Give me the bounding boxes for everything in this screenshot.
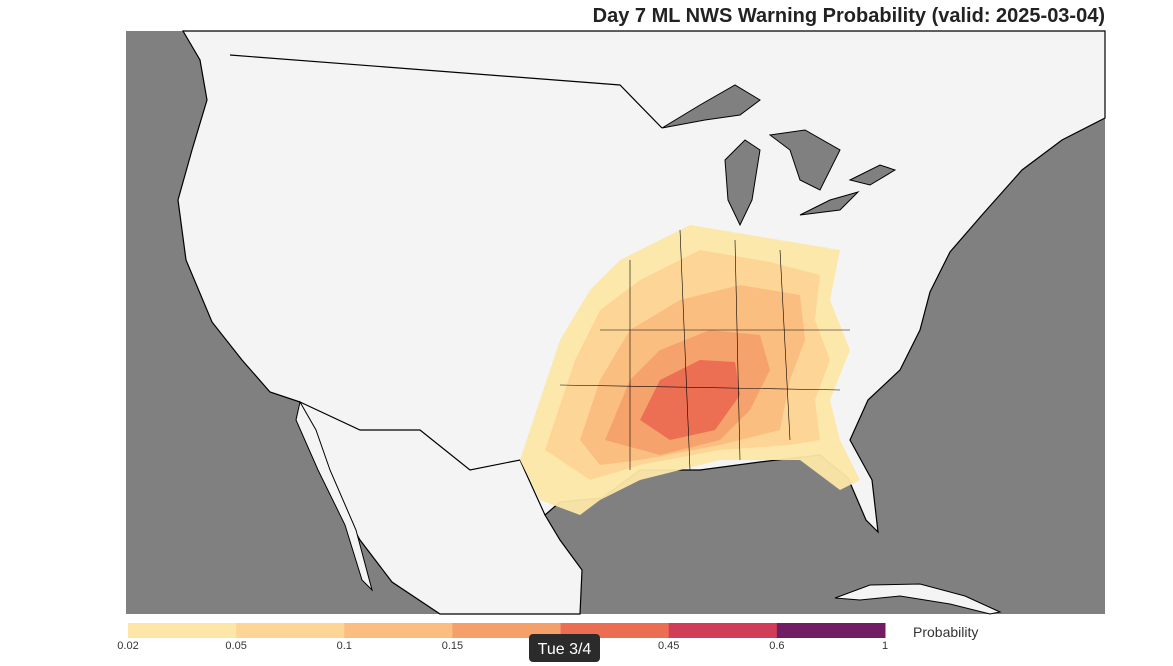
- colorbar-tick-label: 0.02: [117, 640, 138, 652]
- colorbar-tick-label: 0.15: [442, 640, 463, 652]
- colorbar-tick-label: 0.05: [225, 640, 246, 652]
- colorbar-tick-label: 0.6: [769, 640, 784, 652]
- colorbar-segment: [344, 623, 453, 638]
- tooltip: Tue 3/4: [529, 634, 600, 662]
- map-title: Day 7 ML NWS Warning Probability (valid:…: [593, 5, 1105, 27]
- colorbar-segment: [776, 623, 886, 638]
- cuba: [834, 583, 1002, 615]
- colorbar-segment: [128, 623, 237, 638]
- colorbar-tick-label: 1: [882, 640, 888, 652]
- baja: [295, 400, 373, 592]
- map: [126, 30, 1106, 615]
- colorbar-label: Probability: [913, 624, 978, 640]
- colorbar: 0.020.050.10.150.30.450.61: [117, 623, 888, 652]
- tooltip-text: Tue 3/4: [538, 641, 592, 658]
- state-lines: [559, 229, 850, 471]
- colorbar-segment: [236, 623, 345, 638]
- probability-area: [640, 360, 740, 440]
- us-border: [229, 54, 663, 516]
- colorbar-segment: [668, 623, 778, 638]
- colorbar-tick-label: 0.45: [658, 640, 679, 652]
- colorbar-tick-label: 0.1: [337, 640, 352, 652]
- great-lakes: [661, 84, 897, 227]
- tooltip-box: [529, 634, 600, 662]
- probability-areas: [520, 225, 860, 515]
